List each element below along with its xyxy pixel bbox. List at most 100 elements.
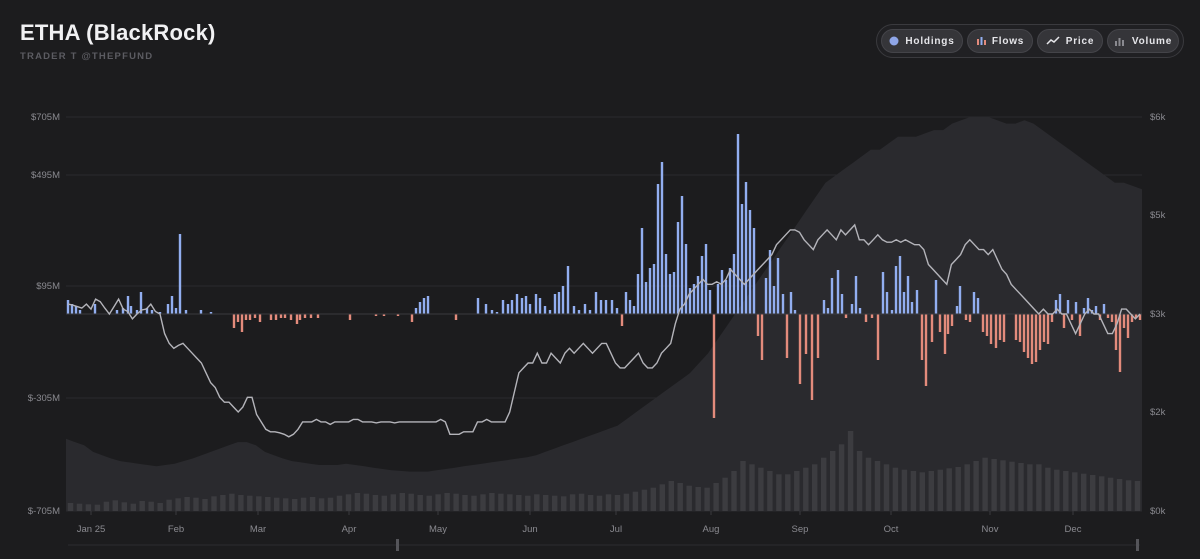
range-handle-left[interactable] bbox=[396, 539, 399, 551]
outflow-bar bbox=[943, 314, 947, 354]
volume-bar bbox=[372, 495, 379, 511]
volume-bar bbox=[677, 483, 683, 511]
inflow-bar bbox=[93, 304, 97, 314]
volume-bar bbox=[641, 489, 648, 511]
volume-bar bbox=[713, 483, 719, 511]
inflow-bar bbox=[561, 286, 565, 314]
x-tick-label: Jan 25 bbox=[77, 524, 106, 535]
outflow-bar bbox=[1046, 314, 1050, 344]
volume-bar bbox=[937, 469, 943, 511]
inflow-bar bbox=[640, 228, 644, 314]
outflow-bar bbox=[295, 314, 299, 324]
x-tick-label: Mar bbox=[250, 524, 266, 535]
volume-bar bbox=[749, 464, 755, 511]
inflow-bar bbox=[74, 306, 78, 314]
outflow-bar bbox=[1134, 314, 1138, 318]
volume-bar bbox=[874, 461, 881, 511]
x-tick-label: Aug bbox=[703, 524, 720, 535]
volume-bar bbox=[785, 474, 791, 511]
toggle-price-button[interactable]: Price bbox=[1037, 29, 1103, 53]
toggle-flows-button[interactable]: Flows bbox=[967, 29, 1033, 53]
inflow-bar bbox=[1054, 300, 1058, 314]
volume-bar bbox=[856, 451, 863, 511]
volume-bar bbox=[1072, 472, 1078, 511]
outflow-bar bbox=[1050, 314, 1054, 322]
inflow-bar bbox=[736, 134, 740, 314]
toggle-volume-button[interactable]: Volume bbox=[1107, 29, 1179, 53]
inflow-bar bbox=[506, 304, 510, 314]
y-right-tick-label: $5k bbox=[1150, 210, 1166, 221]
inflow-bar bbox=[510, 300, 514, 314]
outflow-bar bbox=[1118, 314, 1122, 372]
inflow-bar bbox=[566, 266, 570, 314]
x-tick-label: May bbox=[429, 524, 447, 535]
volume-bar bbox=[731, 471, 737, 511]
volume-bar bbox=[1009, 461, 1015, 511]
range-handle-right[interactable] bbox=[1136, 539, 1139, 551]
volume-bar bbox=[812, 464, 818, 511]
volume-bar bbox=[229, 493, 235, 511]
inflow-bar bbox=[170, 296, 174, 314]
volume-bar bbox=[838, 444, 845, 511]
inflow-bar bbox=[934, 280, 938, 314]
outflow-bar bbox=[816, 314, 820, 358]
outflow-bar bbox=[1002, 314, 1006, 342]
inflow-bar bbox=[696, 276, 700, 314]
inflow-bar bbox=[826, 308, 830, 314]
outflow-bar bbox=[938, 314, 942, 332]
volume-bar bbox=[552, 495, 558, 511]
volume-bar bbox=[614, 495, 621, 511]
outflow-bar bbox=[994, 314, 998, 348]
volume-bar bbox=[103, 501, 110, 511]
bars-icon bbox=[976, 37, 986, 45]
inflow-bar bbox=[700, 256, 704, 314]
volume-bar bbox=[955, 467, 961, 511]
outflow-bar bbox=[981, 314, 985, 332]
inflow-bar bbox=[557, 292, 561, 314]
inflow-bar bbox=[728, 268, 732, 314]
outflow-bar bbox=[712, 314, 716, 418]
inflow-bar bbox=[624, 292, 628, 314]
inflow-bar bbox=[688, 288, 692, 314]
inflow-bar bbox=[553, 294, 557, 314]
toggle-holdings-button[interactable]: Holdings bbox=[881, 29, 963, 53]
outflow-bar bbox=[1126, 314, 1130, 338]
inflow-bar bbox=[135, 310, 139, 314]
volume-bar bbox=[704, 487, 710, 511]
y-left-tick-label: $495M bbox=[31, 170, 60, 181]
volume-bar bbox=[265, 497, 271, 511]
volume-bar bbox=[964, 464, 970, 511]
inflow-bar bbox=[704, 244, 708, 314]
x-tick-label: Apr bbox=[342, 524, 357, 535]
inflow-bar bbox=[594, 292, 598, 314]
inflow-bar bbox=[660, 162, 664, 314]
inflow-bar bbox=[139, 292, 143, 314]
volume-bar bbox=[435, 494, 441, 511]
inflow-bar bbox=[840, 294, 844, 314]
outflow-bar bbox=[303, 314, 307, 318]
volume-bar bbox=[247, 495, 253, 511]
inflow-bar bbox=[976, 298, 980, 314]
inflow-bar bbox=[209, 312, 213, 314]
outflow-bar bbox=[279, 314, 283, 318]
inflow-bar bbox=[534, 294, 538, 314]
range-scrollbar[interactable] bbox=[68, 539, 1140, 551]
volume-bar bbox=[220, 495, 226, 511]
volume-bar bbox=[1099, 476, 1105, 511]
outflow-bar bbox=[382, 314, 386, 316]
inflow-bar bbox=[890, 310, 894, 314]
outflow-bar bbox=[920, 314, 924, 360]
inflow-bar bbox=[708, 290, 712, 314]
volume-bar bbox=[444, 493, 450, 511]
volume-bar bbox=[381, 495, 387, 511]
inflow-bar bbox=[538, 298, 542, 314]
volume-bar bbox=[767, 471, 773, 511]
inflow-bar bbox=[501, 300, 505, 314]
outflow-bar bbox=[930, 314, 934, 342]
outflow-bar bbox=[1062, 314, 1066, 328]
volume-bar bbox=[184, 497, 190, 511]
volume-bar bbox=[758, 467, 764, 511]
volume-bar bbox=[1116, 479, 1123, 511]
y-left-tick-label: $-705M bbox=[28, 506, 60, 517]
volume-bar bbox=[883, 464, 890, 511]
